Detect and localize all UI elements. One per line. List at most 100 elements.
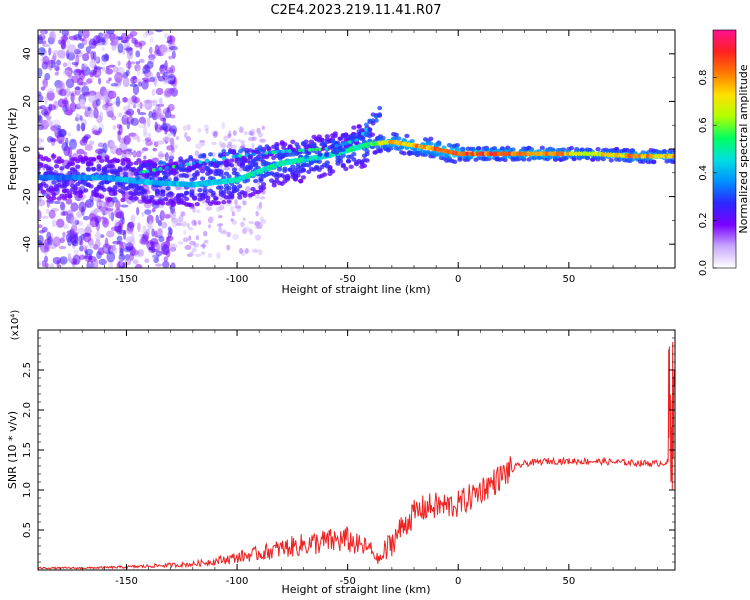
noise-blob [223, 135, 228, 142]
noise-blob [161, 123, 168, 131]
branch-halo [145, 172, 150, 177]
noise-blob [177, 241, 184, 245]
noise-blob [65, 198, 73, 205]
snr-y-ticks: 0.5 1.0 1.5 2.0 2.5 [22, 337, 675, 563]
noise-blob [99, 234, 105, 238]
noise-blob [82, 244, 89, 249]
ridge-halo [120, 197, 126, 203]
ridge-halo [327, 166, 333, 171]
noise-blob [38, 146, 45, 151]
noise-blob [145, 228, 151, 237]
branch-core [251, 152, 256, 157]
spectrogram-x-tick-label: -100 [226, 274, 249, 285]
ridge-halo [202, 190, 208, 195]
ridge-halo [160, 189, 166, 194]
noise-blob [154, 121, 158, 131]
ridge-halo [59, 158, 65, 164]
branch-halo [247, 154, 253, 160]
noise-blob [75, 113, 81, 122]
noise-blob [107, 202, 114, 214]
snr-y-tick-label: 0.5 [22, 522, 33, 538]
noise-blob [83, 232, 92, 243]
ridge-halo [295, 173, 301, 178]
branch-halo [274, 143, 280, 148]
noise-blob [150, 100, 158, 107]
noise-blob [55, 59, 61, 66]
noise-blob [216, 252, 221, 260]
ridge-halo [117, 167, 123, 173]
snr-y-tick-label: 2.0 [22, 402, 33, 418]
branch-core [347, 140, 353, 144]
ridge-halo [154, 191, 161, 196]
colorbar-tick-label: 0.6 [698, 117, 709, 133]
ridge-halo [194, 170, 200, 175]
noise-blob [232, 233, 239, 240]
noise-blob [205, 206, 213, 211]
spectrogram-y-tick-label: 40 [22, 47, 33, 60]
ridge-halo [234, 187, 240, 193]
branch-halo [231, 148, 237, 154]
branch-halo [264, 154, 270, 160]
noise-blob [236, 138, 242, 142]
ridge-halo [651, 159, 657, 165]
noise-blob [62, 62, 68, 67]
noise-blob [46, 88, 55, 94]
ridge-halo [298, 178, 304, 184]
noise-blob [120, 39, 129, 44]
colorbar-tick-label: 0.2 [698, 212, 709, 228]
ridge-halo [184, 173, 190, 179]
ridge-halo [226, 174, 232, 179]
noise-blob [90, 50, 95, 60]
noise-blob [59, 256, 68, 265]
noise-blob [129, 83, 138, 87]
noise-blob [93, 107, 99, 119]
noise-blob [205, 127, 209, 135]
noise-blob [154, 105, 160, 115]
noise-blob [195, 253, 202, 258]
noise-blob [130, 214, 136, 223]
noise-blob [156, 71, 161, 79]
noise-blob [56, 218, 65, 228]
noise-blob [226, 244, 231, 251]
ridge-halo [356, 124, 362, 129]
noise-blob [41, 215, 49, 220]
noise-blob [51, 219, 57, 228]
ridge-halo [502, 154, 508, 160]
noise-blob [38, 94, 44, 102]
ridge-halo [64, 182, 70, 187]
noise-blob [67, 51, 76, 61]
noise-blob [138, 234, 144, 238]
ridge-halo [191, 196, 198, 201]
ridge-halo [401, 151, 407, 156]
branch-halo [301, 141, 306, 147]
noise-blob [143, 79, 151, 83]
noise-blob [115, 200, 121, 211]
noise-blob [98, 77, 102, 85]
noise-blob [117, 60, 121, 66]
noise-blob [77, 42, 85, 50]
noise-blob [130, 249, 139, 256]
noise-blob [255, 234, 262, 241]
noise-blob [245, 186, 251, 193]
noise-blob [166, 106, 170, 113]
noise-blob [89, 261, 95, 268]
noise-blob [112, 124, 117, 131]
noise-blob [53, 200, 61, 205]
noise-blob [157, 97, 163, 103]
noise-blob [93, 197, 102, 202]
noise-blob [67, 146, 73, 158]
branch-halo [364, 122, 369, 127]
noise-blob [71, 61, 79, 66]
spectrogram-heatmap [38, 30, 675, 268]
noise-blob [132, 150, 137, 158]
noise-blob [63, 109, 73, 116]
branch-halo [370, 121, 376, 126]
noise-blob [55, 84, 60, 93]
noise-blob [163, 256, 168, 263]
noise-blob [230, 218, 234, 222]
noise-blob [79, 245, 84, 252]
noise-blob [231, 144, 237, 150]
ridge-halo [231, 167, 238, 172]
noise-blob [143, 131, 148, 138]
noise-blob [203, 230, 208, 237]
